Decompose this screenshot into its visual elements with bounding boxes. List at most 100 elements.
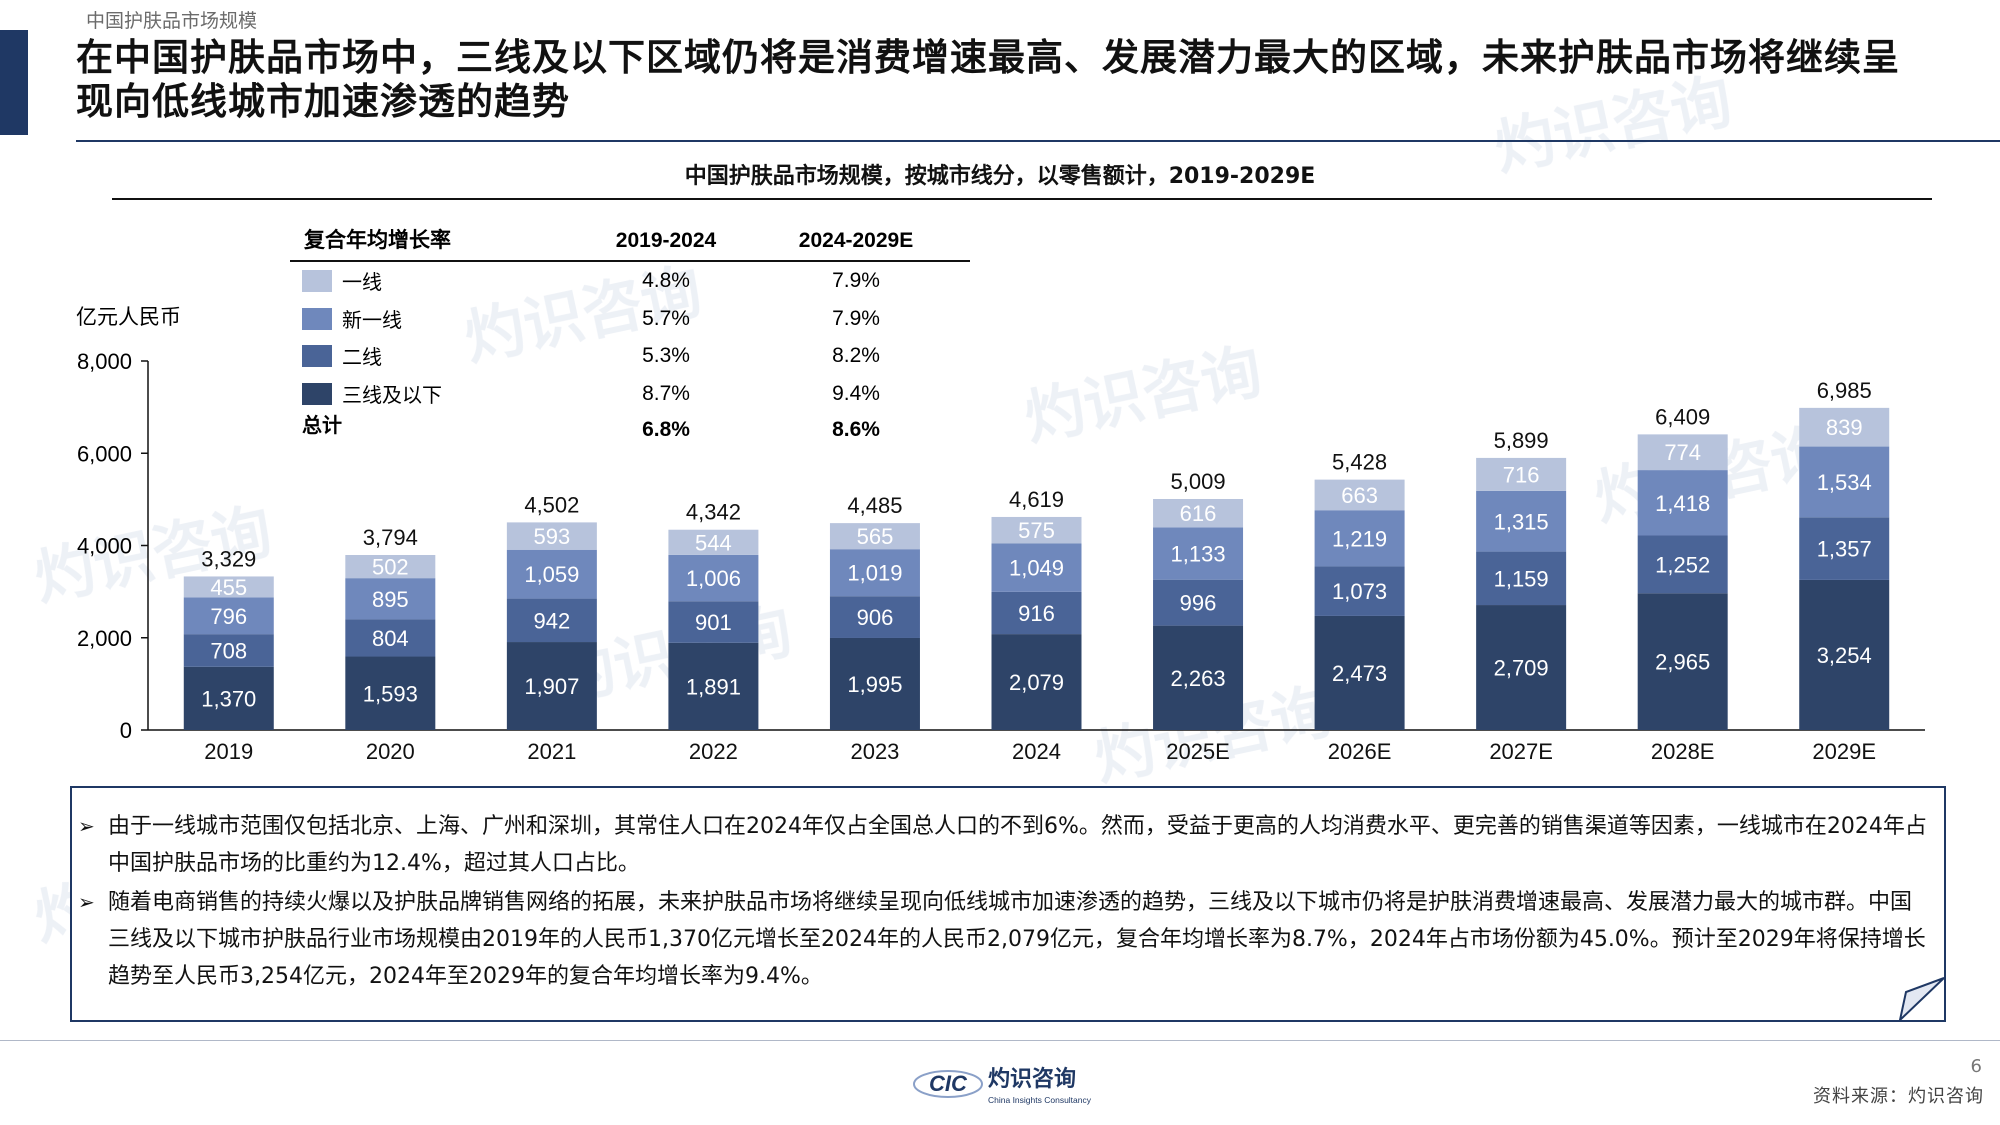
data-label: 895 (372, 587, 409, 612)
bar-segment (506, 642, 597, 730)
bar-segment (829, 549, 920, 597)
bar-segment (1476, 490, 1567, 552)
chart-bars: 1,370 708 796 455 3,329 2019 1,593 804 895 502 3,7… (183, 378, 1890, 764)
data-label: 839 (1826, 415, 1863, 440)
data-label: 575 (1018, 518, 1055, 543)
data-label: 942 (534, 608, 571, 633)
bar-segment (345, 619, 436, 657)
logo-ring-icon (913, 1070, 983, 1098)
data-label: 3,254 (1817, 643, 1872, 668)
bar-segment (345, 555, 436, 579)
data-label: 716 (1503, 462, 1540, 487)
bar-segment (1799, 407, 1890, 447)
data-label: 1,059 (524, 562, 579, 587)
source-text: 资料来源：灼识咨询 (1813, 1086, 1984, 1107)
bar-segment (1637, 470, 1728, 536)
legend-swatch-tier2 (302, 345, 332, 367)
cagr-table: 复合年均增长率 2019-2024 2024-2029E 一线 4.8% 7.9… (290, 228, 970, 441)
y-axis-unit-label: 亿元人民币 (76, 306, 181, 329)
bar-segment (1314, 479, 1405, 511)
bar-segment (1153, 625, 1244, 730)
data-label: 1,219 (1332, 526, 1387, 551)
data-label: 1,995 (847, 672, 902, 697)
x-tick-label: 2021 (527, 739, 576, 764)
legend-swatch-new-tier1 (302, 308, 332, 330)
data-label: 1,891 (686, 674, 741, 699)
cagr-total-value: 6.8% (642, 418, 690, 441)
bar-segment (1476, 551, 1567, 606)
data-label: 2,709 (1494, 656, 1549, 681)
bar-segment (1153, 579, 1244, 626)
data-label: 916 (1018, 601, 1055, 626)
total-label: 4,502 (524, 492, 579, 517)
x-tick-label: 2028E (1651, 739, 1715, 764)
x-tick-label: 2022 (689, 739, 738, 764)
total-label: 5,899 (1494, 428, 1549, 453)
bar-segment (668, 554, 759, 602)
page-curl-icon (1892, 972, 1944, 1020)
cagr-col2-header: 2024-2029E (799, 229, 913, 252)
total-label: 5,428 (1332, 450, 1387, 475)
y-tick-label: 8,000 (77, 349, 132, 374)
data-label: 663 (1341, 483, 1378, 508)
data-label: 1,133 (1171, 542, 1226, 567)
x-tick-label: 2029E (1812, 739, 1876, 764)
cic-logo: CIC 灼识咨询 China Insights Consultancy (913, 1066, 1092, 1105)
note-item: ➢ 随着电商销售的持续火爆以及护肤品牌销售网络的拓展，未来护肤品市场将继续呈现向… (78, 884, 1928, 995)
bar-segment (183, 597, 274, 635)
bar-segment (1476, 457, 1567, 491)
data-label: 455 (210, 575, 247, 600)
title-divider (76, 140, 2000, 142)
legend-label-new-tier1: 新一线 (342, 309, 402, 332)
legend-swatch-tier3-below (302, 383, 332, 405)
bar-segment (1637, 535, 1728, 594)
logo-mark: CIC (929, 1071, 968, 1096)
bar-segment (1637, 593, 1728, 730)
bar-segment (829, 637, 920, 730)
data-label: 1,357 (1817, 537, 1872, 562)
cagr-value: 8.7% (642, 382, 690, 405)
bar-segment (506, 522, 597, 550)
page-number: 6 (1970, 1056, 1982, 1077)
cagr-value: 4.8% (642, 269, 690, 292)
breadcrumb: 中国护肤品市场规模 (86, 10, 258, 32)
x-tick-label: 2025E (1166, 739, 1230, 764)
note-text: 随着电商销售的持续火爆以及护肤品牌销售网络的拓展，未来护肤品市场将继续呈现向低线… (108, 890, 1926, 989)
bar-segment (668, 642, 759, 730)
data-label: 796 (210, 604, 247, 629)
total-label: 6,985 (1817, 378, 1872, 403)
arrow-bullet-icon: ➢ (78, 814, 95, 838)
data-label: 1,907 (524, 674, 579, 699)
arrow-bullet-icon: ➢ (78, 890, 95, 914)
logo-en: China Insights Consultancy (988, 1095, 1092, 1105)
data-label: 1,534 (1817, 470, 1872, 495)
cagr-value: 7.9% (832, 307, 880, 330)
y-tick-label: 2,000 (77, 626, 132, 651)
bar-segment (345, 656, 436, 730)
data-label: 2,263 (1171, 666, 1226, 691)
page-title: 在中国护肤品市场中，三线及以下区域仍将是消费增速最高、发展潜力最大的区域，未来护… (76, 36, 1900, 123)
data-label: 565 (857, 524, 894, 549)
note-text: 由于一线城市范围仅包括北京、上海、广州和深圳，其常住人口在2024年仅占全国总人… (108, 814, 1927, 876)
footer-divider (0, 1040, 2000, 1041)
data-label: 1,418 (1655, 491, 1710, 516)
data-label: 616 (1180, 501, 1217, 526)
x-tick-label: 2024 (1012, 739, 1061, 764)
data-label: 901 (695, 610, 732, 635)
x-tick-label: 2019 (204, 739, 253, 764)
y-tick-label: 6,000 (77, 441, 132, 466)
data-label: 906 (857, 605, 894, 630)
cagr-total-value: 8.6% (832, 418, 880, 441)
data-label: 2,473 (1332, 661, 1387, 686)
bar-segment (183, 666, 274, 730)
data-label: 1,593 (363, 681, 418, 706)
total-label: 4,485 (847, 493, 902, 518)
data-label: 1,159 (1494, 566, 1549, 591)
bar-segment (829, 596, 920, 638)
bar-segment (1314, 566, 1405, 616)
data-label: 502 (372, 555, 409, 580)
data-label: 1,073 (1332, 579, 1387, 604)
data-label: 774 (1664, 440, 1701, 465)
cagr-table-header: 复合年均增长率 (303, 228, 451, 252)
legend-label-tier3-below: 三线及以下 (342, 384, 442, 407)
